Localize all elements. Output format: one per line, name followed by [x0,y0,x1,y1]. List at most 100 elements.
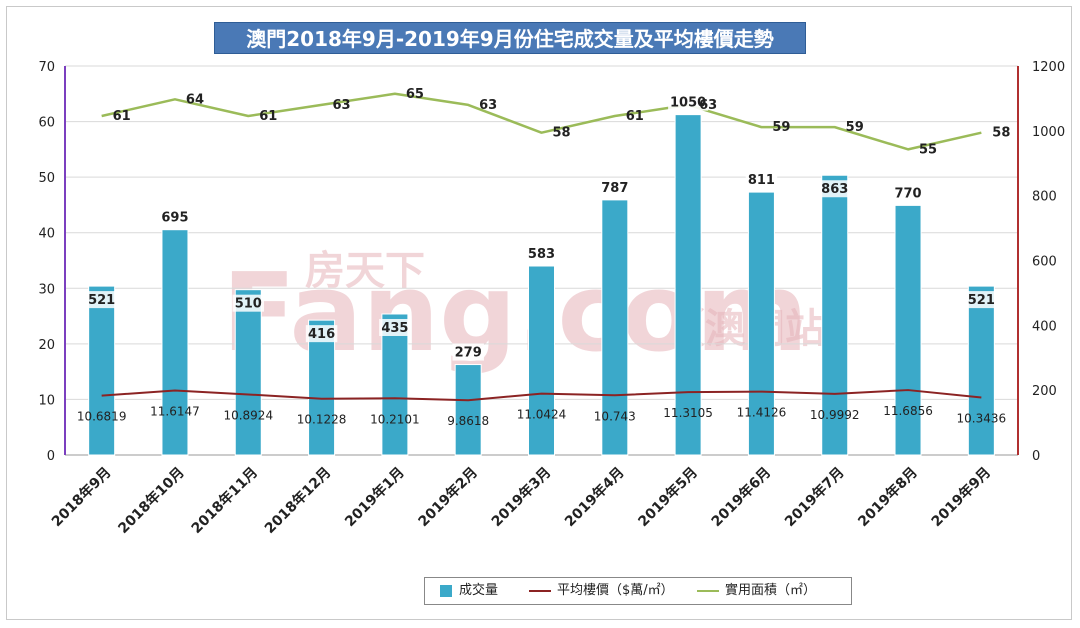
x-tick-label: 2019年9月 [928,464,994,530]
right-tick-label: 1000 [1032,125,1065,140]
bar-label-bg [85,291,118,309]
price-value-label: 10.1228 [297,413,347,427]
bar-value-label: 521 [968,293,995,308]
x-tick-label: 2018年10月 [115,464,188,537]
bar [601,199,629,456]
x-tick-label: 2019年7月 [781,464,847,530]
right-tick-label: 800 [1032,190,1057,205]
bar-label-bg [379,318,411,336]
bar-value-label: 521 [88,293,115,308]
price-value-label: 11.0424 [517,408,567,422]
price-value-label: 10.2101 [370,412,420,426]
price-value-label: 11.6856 [883,404,933,418]
area-value-label: 61 [113,109,131,124]
bar [967,285,995,456]
bar-value-label: 787 [601,181,628,196]
bar-label-bg [159,208,191,226]
bar-label-bg [599,178,631,196]
x-tick-label: 2019年8月 [855,464,921,530]
legend: 成交量 平均樓價（$萬/㎡） 實用面積（㎡） [424,577,852,605]
area-value-label: 59 [846,120,864,135]
right-tick-label: 400 [1032,319,1057,334]
x-tick-label: 2019年1月 [341,464,407,530]
x-tick-label: 2018年11月 [188,464,261,537]
line-series [101,92,982,402]
bar [381,313,409,456]
bar [894,204,922,456]
bar-value-label: 416 [308,327,335,342]
x-tick-label: 2019年6月 [708,464,774,530]
legend-swatch-area [697,589,719,592]
left-tick-label: 0 [47,449,55,464]
x-tick-label: 2018年9月 [48,464,114,530]
price-value-label: 11.4126 [737,406,787,420]
price-line [101,389,982,402]
price-value-label: 10.3436 [957,412,1007,426]
area-value-label: 63 [479,98,497,113]
area-value-label: 61 [259,109,277,124]
left-tick-label: 50 [38,171,55,186]
area-value-label: 58 [992,126,1010,141]
bar-value-label: 583 [528,247,555,262]
bar-label-bg [525,245,558,263]
bar-label-bg [232,294,265,312]
legend-label-area: 實用面積（㎡） [725,583,817,598]
bar-label-bg [745,171,778,189]
legend-item-volume: 成交量 [439,578,498,604]
bar [88,285,116,456]
area-value-label: 59 [772,120,790,135]
bar-value-label: 510 [235,297,262,312]
legend-item-area: 實用面積（㎡） [697,578,816,604]
price-value-label: 9.8618 [447,414,489,428]
bar [674,114,702,456]
legend-label-volume: 成交量 [459,583,499,598]
data-labels: 521 695 510 416 435 279 583 787 1050 811 863 770 521… [77,87,1011,428]
bar-label-bg [305,325,338,343]
area-line [101,92,982,151]
bar [821,174,849,456]
area-value-label: 58 [552,126,570,141]
x-tick-label: 2019年3月 [488,464,554,530]
area-value-label: 61 [626,109,644,124]
bar-value-label: 1050 [670,96,706,111]
bar [234,289,262,456]
bar [747,191,775,456]
left-tick-label: 30 [38,282,55,297]
bar [161,229,189,456]
area-value-label: 64 [186,92,204,107]
legend-swatch-volume [439,583,453,598]
left-tick-label: 20 [38,338,55,353]
bar-label-bg [818,180,851,198]
bar [454,364,482,456]
price-value-label: 11.6147 [150,404,200,418]
right-tick-label: 0 [1032,449,1040,464]
bar-value-label: 811 [748,173,775,188]
right-tick-label: 600 [1032,255,1057,270]
price-value-label: 10.8924 [223,408,273,422]
bar [308,319,336,456]
bar-value-label: 279 [455,346,482,361]
bar-value-label: 863 [821,182,848,197]
area-value-label: 63 [333,98,351,113]
bar-value-label: 770 [894,186,921,201]
price-value-label: 11.3105 [663,406,713,420]
left-tick-label: 70 [38,60,55,75]
left-tick-label: 60 [38,116,55,131]
bar-label-bg [892,184,924,202]
watermark-chinese: 房天下 [305,248,425,294]
bar-value-label: 695 [161,211,188,226]
legend-item-price: 平均樓價（$萬/㎡） [529,578,674,604]
left-tick-label: 40 [38,227,55,242]
x-tick-label: 2019年2月 [415,464,481,530]
bar-value-label: 435 [381,321,408,336]
bar-series [88,114,995,456]
x-tick-label: 2018年12月 [261,464,334,537]
left-tick-label: 10 [38,393,55,408]
chart-title: 澳門2018年9月-2019年9月份住宅成交量及平均樓價走勢 [214,22,806,54]
price-value-label: 10.6819 [77,410,127,424]
axes: 0 10 20 30 40 50 60 70 0 200 400 600 800 1000 1200 [38,60,1065,464]
area-value-label: 65 [406,87,424,102]
legend-label-price: 平均樓價（$萬/㎡） [557,583,674,598]
bar-label-bg [965,291,998,309]
